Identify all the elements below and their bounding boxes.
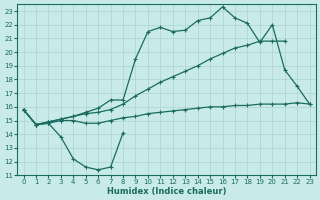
X-axis label: Humidex (Indice chaleur): Humidex (Indice chaleur)	[107, 187, 226, 196]
